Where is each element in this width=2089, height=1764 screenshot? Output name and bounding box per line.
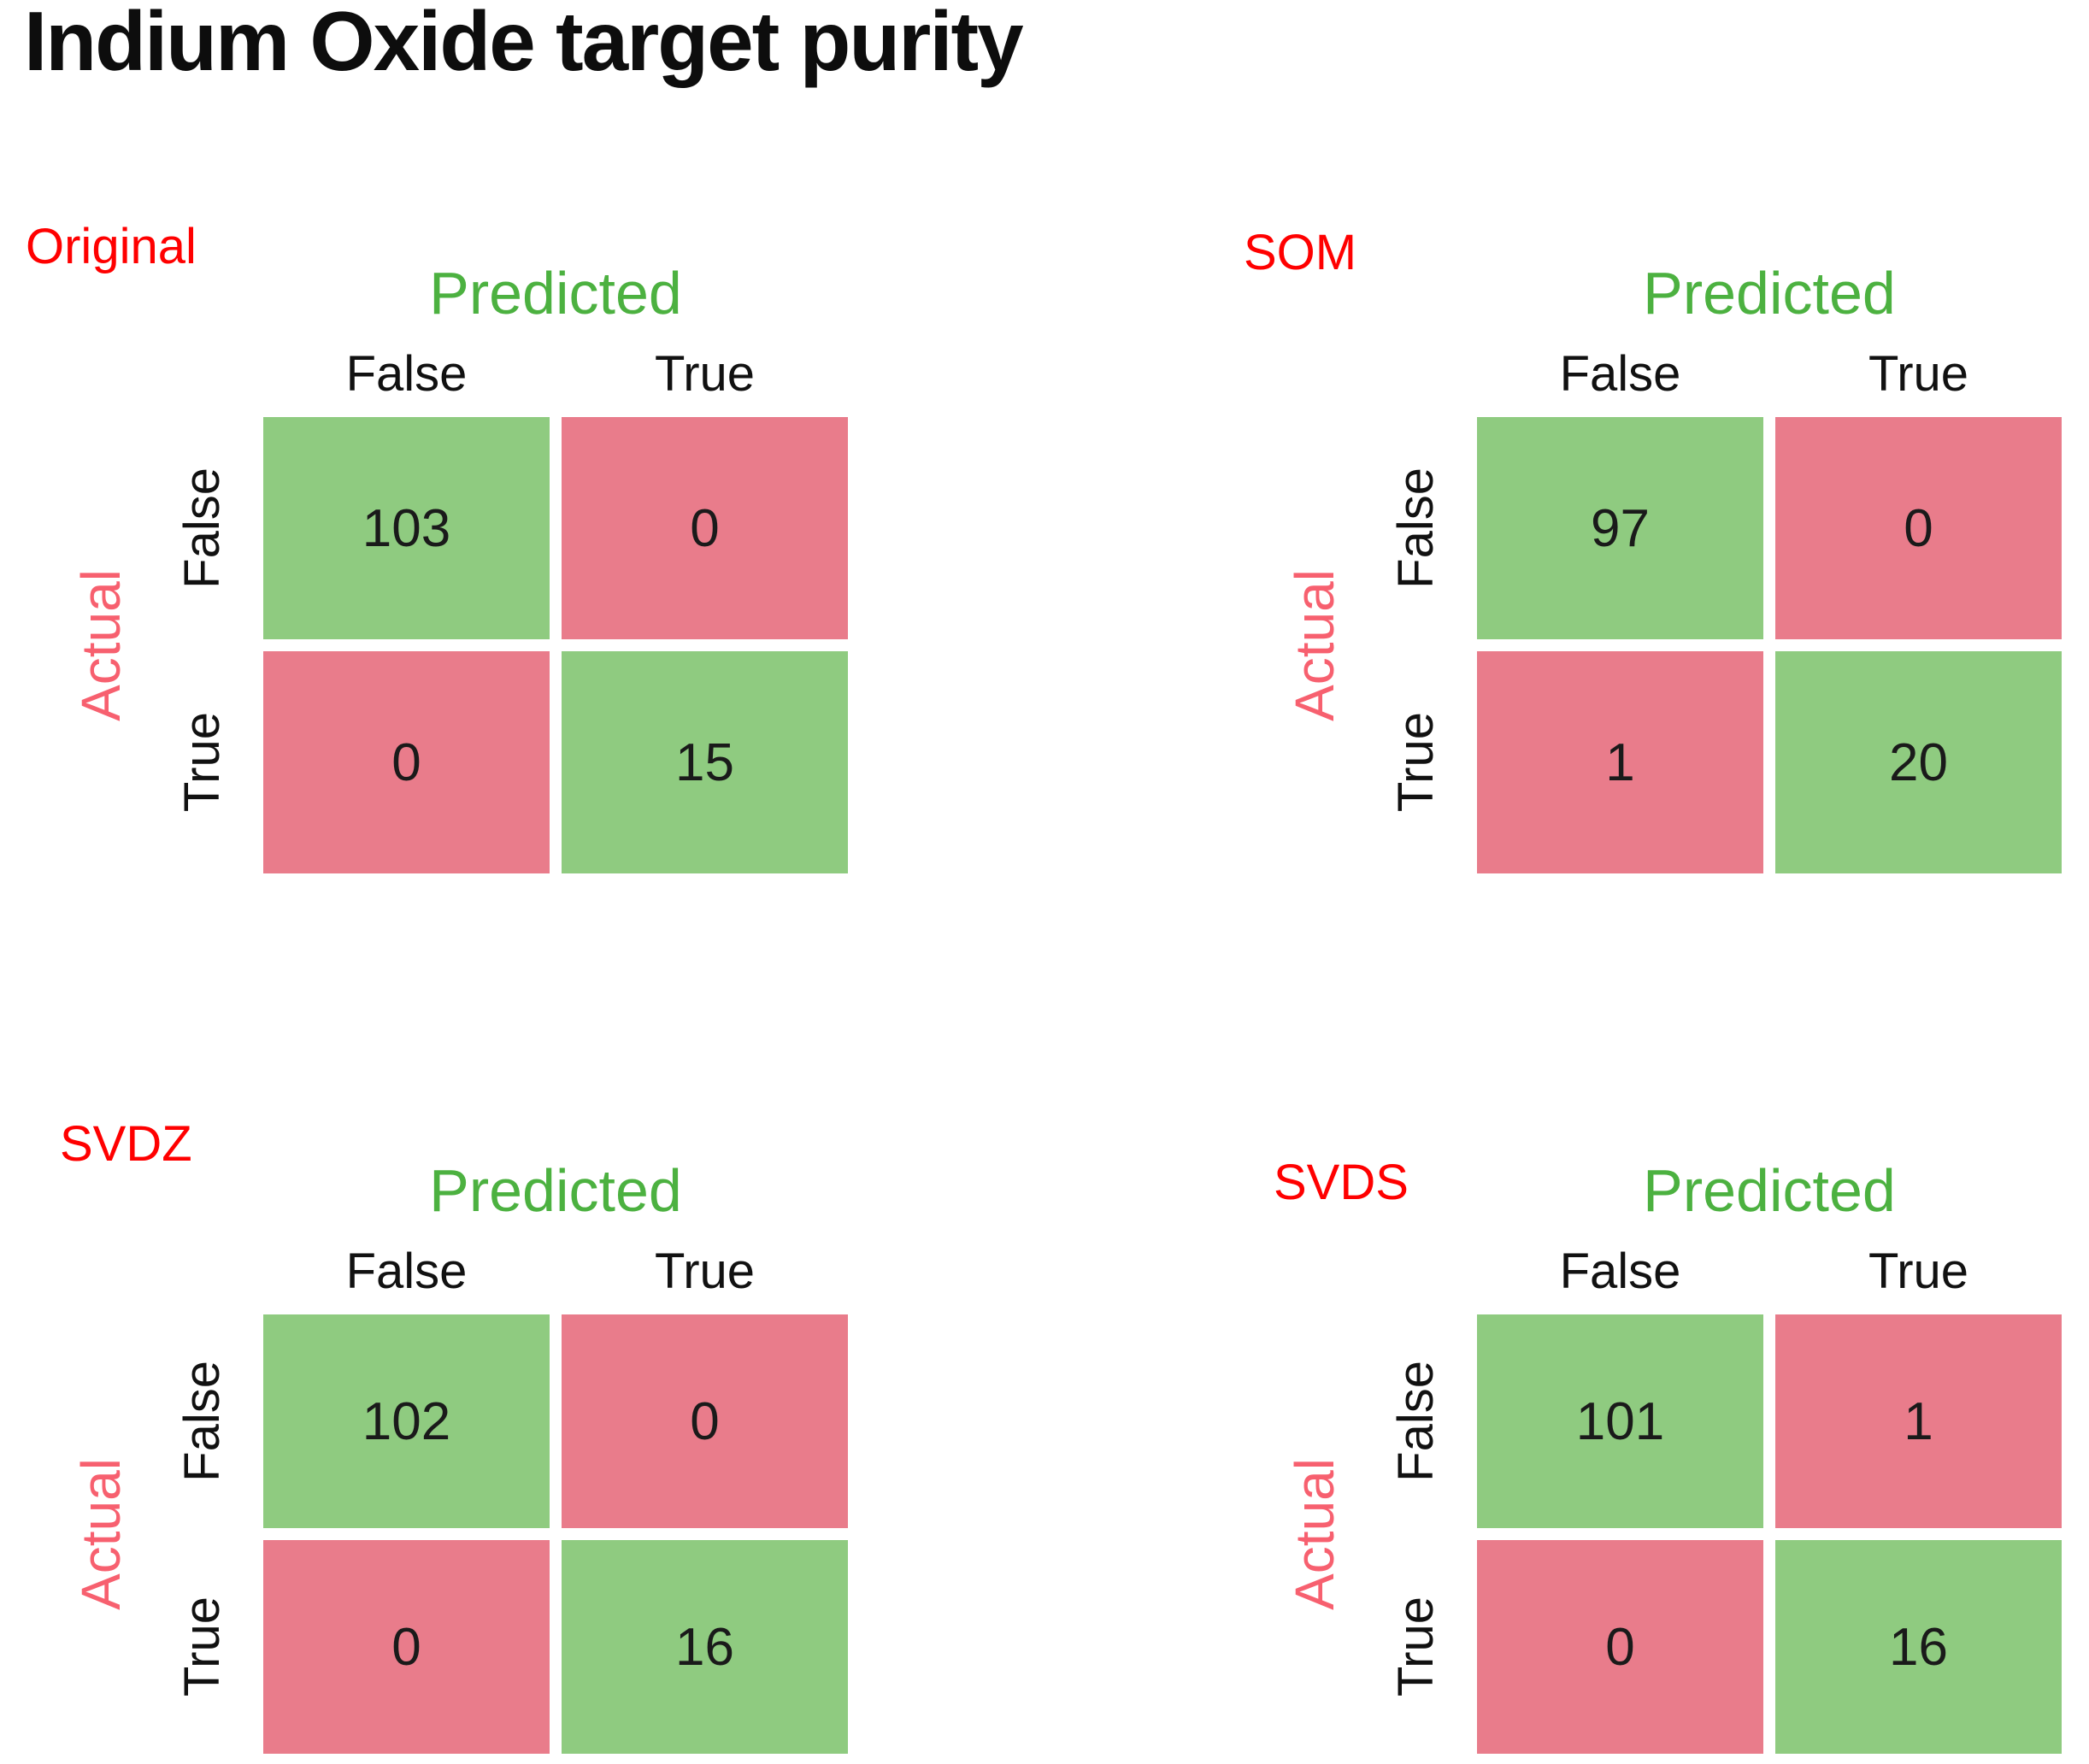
row-label-true: True [153, 651, 251, 873]
col-label-false: False [1559, 346, 1681, 402]
figure-title: Indium Oxide target purity [24, 0, 1024, 88]
confusion-matrix-panel-original: Original Predicted False True Actual Fal… [17, 205, 848, 873]
predicted-axis-label: Predicted [1643, 259, 1896, 326]
cell-false-negative: 1 [1477, 651, 1763, 873]
cell-false-positive: 0 [562, 1314, 848, 1528]
confusion-matrix-panel-svds: SVDS Predicted False True Actual False T… [1162, 1102, 2062, 1754]
row-label-false: False [153, 1314, 251, 1528]
cell-false-negative: 0 [263, 651, 550, 873]
predicted-axis-label: Predicted [1643, 1156, 1896, 1224]
row-label-false-text: False [1388, 1361, 1444, 1482]
col-label-true: True [1868, 1244, 1969, 1299]
cell-false-negative: 0 [263, 1540, 550, 1754]
actual-axis-label-text: Actual [1283, 569, 1345, 721]
cell-true-positive: 16 [1775, 1540, 2062, 1754]
row-label-false: False [153, 417, 251, 639]
row-label-false-text: False [174, 467, 230, 589]
cell-true-positive: 20 [1775, 651, 2062, 873]
method-label-original: Original [26, 219, 197, 274]
cell-true-negative: 101 [1477, 1314, 1763, 1528]
row-label-false-text: False [1388, 467, 1444, 589]
row-label-false-text: False [174, 1361, 230, 1482]
cell-true-negative: 97 [1477, 417, 1763, 639]
row-label-false: False [1367, 1314, 1465, 1528]
row-label-true-text: True [1388, 712, 1444, 813]
cell-false-positive: 0 [1775, 417, 2062, 639]
method-label-svdz: SVDZ [60, 1116, 192, 1172]
row-label-true: True [1367, 651, 1465, 873]
cell-true-negative: 103 [263, 417, 550, 639]
row-label-false: False [1367, 417, 1465, 639]
confusion-matrix-svdz: Predicted False True Actual False True 1… [17, 1150, 848, 1754]
predicted-axis-label: Predicted [429, 259, 682, 326]
col-label-true: True [654, 346, 756, 402]
row-label-true: True [1367, 1540, 1465, 1754]
predicted-axis-label: Predicted [429, 1156, 682, 1224]
confusion-matrix-panel-som: SOM Predicted False True Actual False Tr… [1162, 205, 2062, 873]
cell-false-positive: 0 [562, 417, 848, 639]
actual-axis-label-text: Actual [69, 569, 132, 721]
actual-axis-label: Actual [1274, 417, 1355, 873]
cell-false-positive: 1 [1775, 1314, 2062, 1528]
cell-true-negative: 102 [263, 1314, 550, 1528]
row-label-true: True [153, 1540, 251, 1754]
actual-axis-label-text: Actual [69, 1458, 132, 1610]
actual-axis-label: Actual [1274, 1314, 1355, 1754]
confusion-matrix-som: Predicted False True Actual False True 9… [1162, 252, 2062, 873]
confusion-matrix-svds: Predicted False True Actual False True 1… [1162, 1150, 2062, 1754]
row-label-true-text: True [1388, 1596, 1444, 1697]
method-label-som: SOM [1244, 225, 1357, 280]
actual-axis-label: Actual [60, 1314, 141, 1754]
method-label-svds: SVDS [1274, 1155, 1409, 1210]
col-label-true: True [654, 1244, 756, 1299]
row-label-true-text: True [174, 712, 230, 813]
actual-axis-label: Actual [60, 417, 141, 873]
cell-false-negative: 0 [1477, 1540, 1763, 1754]
cell-true-positive: 15 [562, 651, 848, 873]
col-label-false: False [345, 1244, 468, 1299]
row-label-true-text: True [174, 1596, 230, 1697]
col-label-false: False [1559, 1244, 1681, 1299]
cell-true-positive: 16 [562, 1540, 848, 1754]
confusion-matrix-original: Predicted False True Actual False True 1… [17, 252, 848, 873]
actual-axis-label-text: Actual [1283, 1458, 1345, 1610]
col-label-false: False [345, 346, 468, 402]
confusion-matrix-panel-svdz: SVDZ Predicted False True Actual False T… [17, 1102, 848, 1754]
col-label-true: True [1868, 346, 1969, 402]
